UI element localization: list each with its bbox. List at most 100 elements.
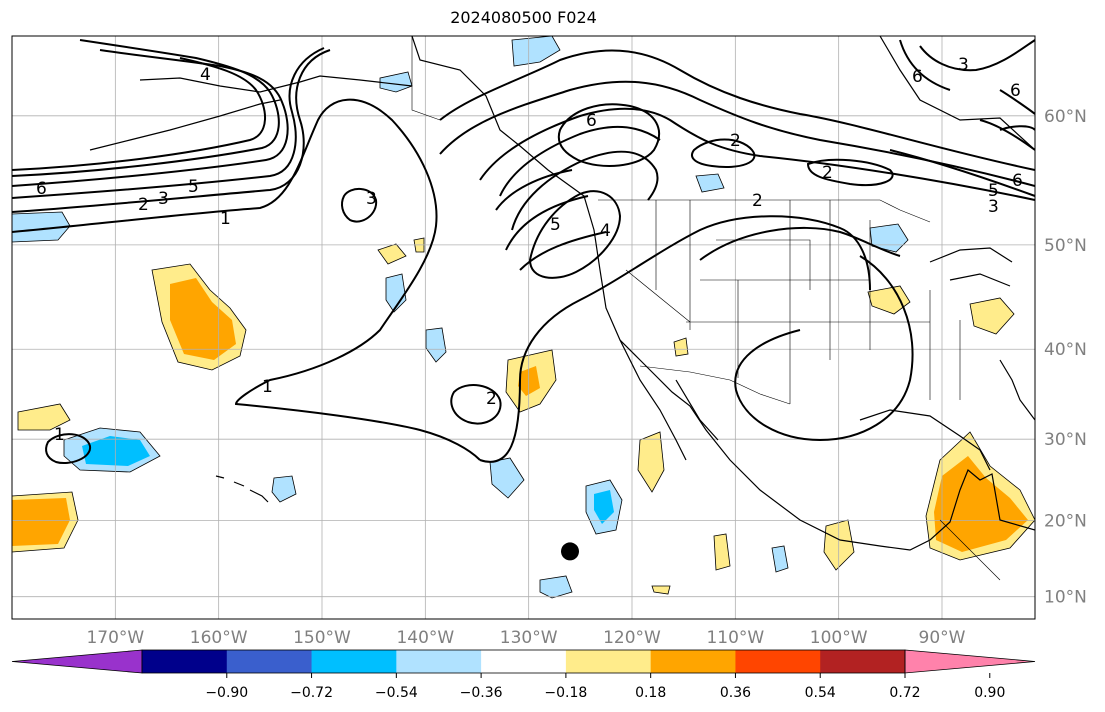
contour-4-b	[499, 125, 661, 197]
contour-3-c	[479, 107, 1035, 201]
longitude-label: 130°W	[500, 628, 558, 648]
colorbar-segment	[650, 650, 736, 673]
shade-light-blue-e	[489, 457, 525, 499]
contours	[12, 39, 1035, 464]
shade-light-blue-k	[771, 545, 789, 573]
longitude-label: 100°W	[810, 628, 868, 648]
map-frame	[11, 35, 1036, 620]
shade-light-blue-a	[379, 71, 413, 93]
colorbar-tick-label: −0.36	[460, 685, 503, 701]
colorbar-extend-max	[904, 649, 1036, 674]
contour-2-a	[12, 49, 331, 213]
coastline-gulf	[859, 409, 991, 471]
shade-yellow-small-d	[651, 585, 671, 595]
shade-yellow-plains	[867, 285, 911, 315]
longitude-label: 140°W	[396, 628, 454, 648]
shade-yellow-small-c	[673, 337, 689, 357]
colorbar-tick-label: −0.90	[205, 685, 248, 701]
contour-label: 5	[988, 181, 999, 201]
shade-light-blue-c	[385, 273, 407, 313]
contour-4-a	[12, 49, 289, 187]
shade-yellow-east	[969, 297, 1015, 335]
shade-blue-f	[594, 490, 614, 524]
contour-3-a	[12, 47, 325, 199]
contour-label: 1	[54, 425, 65, 445]
colorbar: −0.90 −0.72 −0.54 −0.36 −0.18 0.18 0.36 0.54 0.7…	[11, 649, 1036, 701]
latitude-labels: 60°N 50°N 40°N 30°N 20°N 10°N	[1044, 107, 1087, 608]
contour-1-east	[439, 49, 1035, 171]
contour-2-f	[806, 158, 894, 186]
contour-label: 4	[200, 65, 211, 85]
colorbar-segment	[311, 650, 397, 673]
shade-orange-west-b	[12, 498, 70, 546]
shade-yellow-mexico-a	[637, 431, 665, 493]
shade-light-blue-j	[695, 173, 725, 193]
colorbar-tick-label: −0.54	[375, 685, 418, 701]
contour-3-b	[341, 188, 378, 223]
coastlines	[89, 36, 1035, 551]
shade-orange-gulf	[934, 456, 1028, 552]
contour-2-d	[691, 138, 756, 168]
colorbar-tick-label: 0.54	[805, 685, 836, 701]
contour-label: 2	[822, 163, 833, 183]
contour-label: 2	[138, 195, 149, 215]
contour-1-small	[45, 433, 92, 464]
contour-label: 2	[486, 389, 497, 409]
latitude-label: 10°N	[1044, 588, 1087, 608]
colorbar-frame	[141, 649, 906, 674]
colorbar-segment	[820, 650, 906, 673]
colorbar-extend-min	[11, 649, 143, 674]
colorbar-segment	[396, 650, 482, 673]
latitude-label: 20°N	[1044, 511, 1087, 531]
shade-yellow-west-a	[17, 403, 71, 431]
longitude-label: 120°W	[603, 628, 661, 648]
contour-3-d	[919, 39, 1035, 72]
contour-label: 2	[730, 131, 741, 151]
contour-5-a	[12, 39, 280, 177]
border-canada-us	[598, 199, 931, 223]
contour-1-main	[12, 98, 481, 461]
contour-6-b	[557, 103, 660, 167]
contour-1-pacific	[479, 215, 871, 463]
colorbar-tick-label: 0.36	[720, 685, 751, 701]
shade-light-blue-h	[539, 575, 573, 599]
colorbar-segment	[565, 650, 652, 673]
colorbar-tick-label: −0.72	[290, 685, 333, 701]
contour-label: 3	[366, 189, 377, 209]
storm-position-dot	[561, 542, 579, 561]
colorbar-segment	[142, 650, 228, 673]
contour-label: 2	[752, 191, 763, 211]
contour-label: 1	[220, 209, 231, 229]
shade-light-blue-west	[12, 211, 71, 243]
colorbar-segment	[735, 650, 821, 673]
border-alaska	[411, 36, 441, 121]
contour-label: 6	[36, 179, 47, 199]
contour-label: 5	[550, 215, 561, 235]
shade-yellow-small-a	[377, 243, 407, 265]
coastline-florida	[999, 359, 1035, 421]
shade-light-blue-g	[271, 475, 297, 503]
contour-label: 6	[912, 67, 923, 87]
borders	[411, 36, 1001, 581]
shaded-regions	[12, 36, 1035, 599]
contour-label: 6	[1012, 171, 1023, 191]
colorbar-segment	[226, 650, 313, 673]
coastline-hudson	[879, 36, 1035, 151]
contour-label: 3	[958, 55, 969, 75]
contour-label: 6	[586, 111, 597, 131]
contour-label: 1	[262, 377, 273, 397]
contour-label: 3	[158, 189, 169, 209]
border-us-mexico	[639, 365, 791, 405]
contour-label: 6	[1010, 81, 1021, 101]
contour-2-b	[439, 80, 1035, 187]
map-title: 2024080500 F024	[450, 8, 597, 27]
coastline-north-america	[411, 36, 1035, 551]
longitude-label: 90°W	[919, 628, 966, 648]
contour-6-c	[899, 39, 1035, 115]
contour-7-a	[528, 190, 622, 279]
colorbar-tick-label: 0.90	[974, 685, 1005, 701]
map-area: 4 6 2 3 5 1 3 6 2 2 2 5 4 1 2 1 6 3 6 5 …	[12, 36, 1035, 619]
latitude-label: 50°N	[1044, 236, 1087, 256]
contour-trough-lines	[495, 169, 607, 271]
